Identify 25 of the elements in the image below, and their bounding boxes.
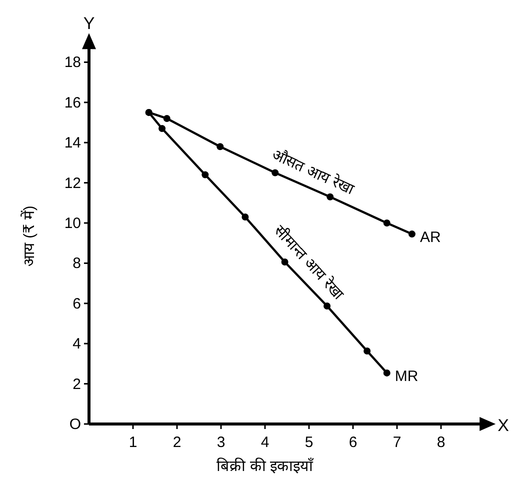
y-tick-label: 10 <box>64 215 81 232</box>
annotation: औसत आय रेखा <box>269 145 358 199</box>
y-tick-label: 12 <box>64 174 81 192</box>
y-tick-label: O <box>69 416 81 433</box>
y-tick-label: 4 <box>72 336 81 353</box>
x-tick-label: 5 <box>304 434 314 451</box>
text: X <box>498 416 509 435</box>
y-tick-label: 8 <box>72 255 81 272</box>
text: Y <box>83 14 95 34</box>
x-tick-label: 7 <box>392 434 402 451</box>
y-tick-label: 18 <box>64 54 81 72</box>
y-axis-title: आय (₹ में) <box>20 206 38 267</box>
series-label: MR <box>394 368 418 385</box>
y-tick-label: 6 <box>72 295 81 312</box>
x-tick-label: 1 <box>128 434 138 451</box>
x-tick-label: 4 <box>260 434 270 451</box>
x-tick-label: 3 <box>216 434 226 451</box>
x-tick-label: 8 <box>436 434 446 451</box>
series-label: AR <box>420 229 441 246</box>
y-tick-label: 2 <box>72 376 81 393</box>
x-axis-title: बिक्री की इकाइयाँ <box>216 457 314 475</box>
y-tick-label: 14 <box>64 134 81 152</box>
y-tick-label: 16 <box>64 94 81 112</box>
x-tick-label: 2 <box>172 434 182 451</box>
x-tick-label: 6 <box>348 434 358 451</box>
